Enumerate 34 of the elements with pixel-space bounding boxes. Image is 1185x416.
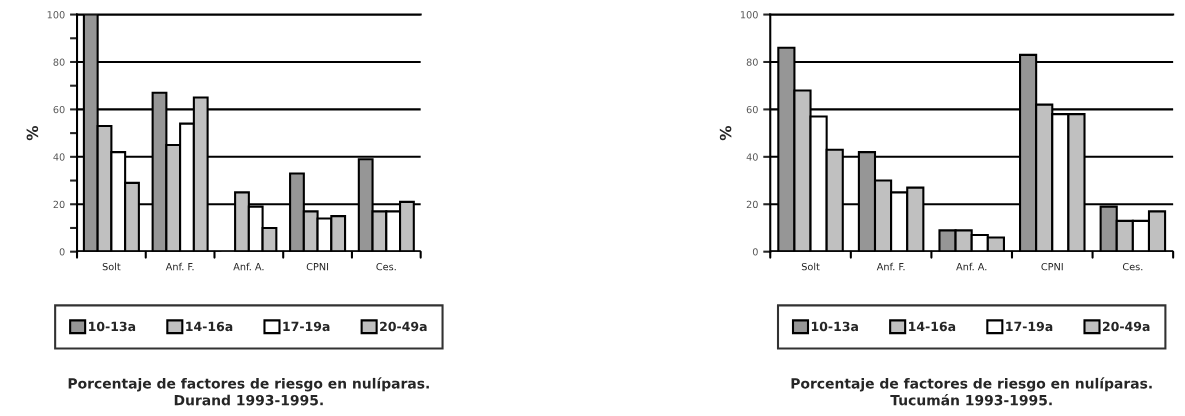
- legend-label: 17-19a: [283, 321, 330, 332]
- y-tick-label: 80: [746, 58, 758, 66]
- y-tick-label: 40: [746, 153, 758, 161]
- y-tick-label: 40: [53, 153, 65, 161]
- x-tick-label: Anf. A.: [956, 262, 987, 271]
- legend-label: 10-13a: [811, 321, 858, 332]
- y-axis-title: %: [26, 125, 39, 141]
- legend-label: 14-16a: [909, 321, 956, 332]
- y-tick-label: 100: [47, 11, 65, 19]
- x-tick-label: CPNI: [1041, 262, 1063, 271]
- legend-label: 14-16a: [186, 321, 233, 332]
- x-tick-label: Solt: [801, 262, 820, 271]
- legend-label: 10-13a: [89, 321, 136, 332]
- y-tick-label: 20: [746, 200, 758, 209]
- y-tick-label: 100: [740, 11, 758, 19]
- x-tick-label: CPNI: [306, 262, 329, 271]
- y-tick-label: 0: [752, 248, 758, 256]
- x-tick-label: Solt: [102, 262, 121, 271]
- text: Porcentaje de factores de riesgo en nulíparas. Tucumán 1993-1995.: [791, 377, 1152, 406]
- y-tick-label: 80: [53, 58, 65, 66]
- y-tick-label: 60: [746, 105, 758, 114]
- x-tick-label: Anf. F.: [165, 262, 194, 271]
- x-tick-label: Ces.: [376, 262, 396, 271]
- x-tick-label: Anf. F.: [876, 262, 905, 271]
- y-tick-label: 60: [53, 105, 65, 114]
- legend-label: 17-19a: [1006, 321, 1053, 332]
- text: Porcentaje de factores de riesgo en nulíparas. Durand 1993-1995.: [68, 377, 429, 406]
- y-tick-label: 20: [53, 200, 65, 209]
- legend-label: 20-49a: [380, 321, 427, 332]
- x-tick-label: Ces.: [1122, 262, 1143, 271]
- y-tick-label: 0: [59, 248, 65, 256]
- x-tick-label: Anf. A.: [233, 262, 264, 271]
- legend-label: 20-49a: [1102, 321, 1150, 332]
- y-axis-title: %: [719, 125, 732, 141]
